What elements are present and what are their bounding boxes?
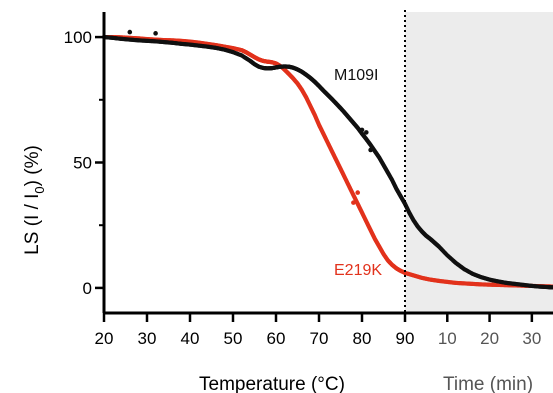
data-point-m109i [127, 29, 133, 35]
x-tick-label-time-30: 30 [522, 329, 541, 348]
x-tick-label-time-10: 10 [438, 329, 457, 348]
series-m109i-temperature [101, 34, 408, 206]
x-axis-title-time: Time (min) [443, 374, 533, 393]
y-axis-title-tail: ) (%) [22, 145, 43, 186]
data-point-e219k [355, 190, 361, 195]
data-point-m109i [153, 31, 158, 36]
x-tick-label-temp-70: 70 [310, 329, 329, 348]
data-point [550, 285, 553, 290]
y-axis-title: LS (I / I0) (%) [22, 145, 47, 255]
time-region-background [405, 12, 553, 313]
tick-layer: 0 50 100 20 30 40 50 60 70 80 90 10 20 30 [64, 28, 542, 348]
data-point-e219k [351, 200, 356, 205]
data-point-m109i [364, 130, 369, 135]
x-tick-label-temp-30: 30 [138, 329, 157, 348]
y-tick-label-100: 100 [64, 28, 92, 47]
y-tick-label-0: 0 [83, 279, 92, 298]
x-tick-label-temp-40: 40 [181, 329, 200, 348]
x-tick-label-temp-20: 20 [95, 329, 114, 348]
y-tick-label-50: 50 [73, 154, 92, 173]
data-point-m109i [368, 147, 373, 153]
series-label-e219k: E219K [334, 262, 382, 279]
y-axis-title-subscript: 0 [32, 186, 47, 193]
x-tick-label-temp-90: 90 [396, 329, 415, 348]
x-tick-label-temp-80: 80 [353, 329, 372, 348]
data-layer [101, 29, 553, 290]
data-point-m109i [359, 127, 365, 133]
x-tick-label-temp-60: 60 [267, 329, 286, 348]
x-tick-label-time-20: 20 [480, 329, 499, 348]
x-axis-title-temperature: Temperature (°C) [199, 374, 345, 393]
x-tick-label-temp-50: 50 [224, 329, 243, 348]
series-label-m109i: M109I [334, 67, 378, 84]
